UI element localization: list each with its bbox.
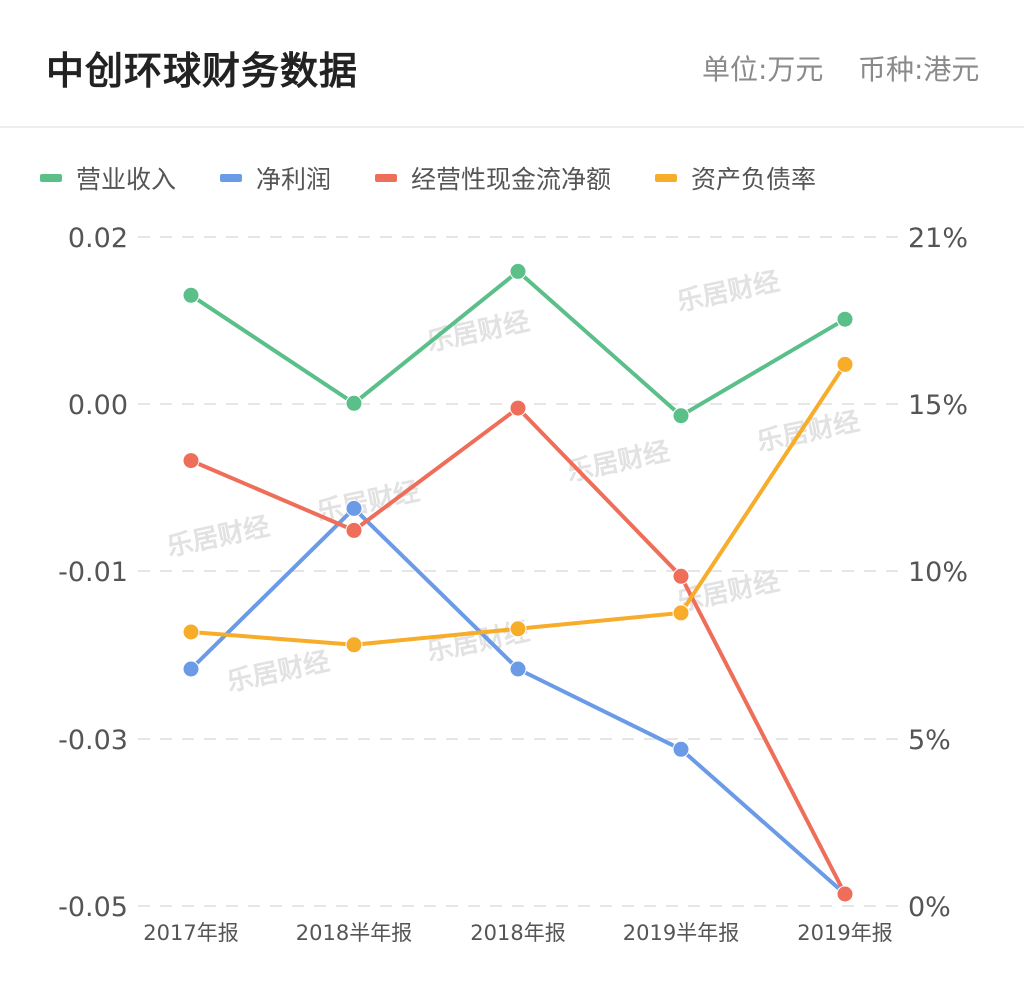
legend-label-net-profit: 净利润: [256, 165, 332, 194]
data-point: [509, 399, 527, 417]
data-point: [345, 636, 363, 654]
watermark-8: 乐居财经: [754, 406, 862, 458]
legend-swatch-net-profit: [220, 174, 243, 182]
legend-swatch-operating-cash-flow: [375, 174, 398, 182]
x-tick-label: 2019半年报: [623, 921, 739, 945]
data-point: [345, 394, 363, 412]
watermark-6: 乐居财经: [224, 646, 332, 698]
y-left-tick-label: -0.03: [58, 725, 128, 756]
data-point: [182, 660, 200, 678]
legend-item-net-profit[interactable]: 净利润: [220, 160, 331, 196]
y-left-tick-label: -0.01: [58, 557, 128, 588]
data-point: [182, 452, 200, 470]
watermark-4: 乐居财经: [164, 511, 272, 563]
data-point: [672, 407, 690, 425]
data-point: [182, 286, 200, 304]
series-0: [182, 262, 854, 425]
x-tick-label: 2018半年报: [296, 921, 412, 945]
x-tick-label: 2019年报: [797, 921, 892, 945]
y-right-tick-label: 10%: [908, 557, 968, 588]
series-2: [182, 399, 854, 903]
series-1: [182, 499, 854, 903]
x-tick-label: 2018年报: [470, 921, 565, 945]
legend-label-revenue: 营业收入: [76, 165, 177, 194]
legend-swatch-debt-ratio: [655, 174, 678, 182]
data-point: [345, 499, 363, 517]
y-left-tick-label: 0.02: [68, 223, 128, 254]
currency-label: 币种:港元: [858, 53, 980, 86]
y-right-tick-label: 15%: [908, 390, 968, 421]
y-left-tick-label: 0.00: [68, 390, 128, 421]
data-point: [182, 623, 200, 641]
data-point: [672, 740, 690, 758]
data-point: [672, 567, 690, 585]
series-line: [189, 406, 847, 896]
data-point: [836, 885, 854, 903]
legend-label-debt-ratio: 资产负债率: [691, 165, 817, 194]
legend-swatch-revenue: [40, 174, 62, 182]
chart-title: 中创环球财务数据: [46, 49, 359, 93]
y-right-tick-label: 21%: [908, 223, 968, 254]
legend-item-debt-ratio[interactable]: 资产负债率: [655, 160, 816, 196]
data-point: [509, 262, 527, 280]
y-left-tick-label: -0.05: [58, 892, 128, 923]
data-point: [509, 660, 527, 678]
data-point: [672, 604, 690, 622]
unit-label: 单位:万元: [702, 53, 824, 86]
watermark-2: 乐居财经: [674, 266, 782, 318]
chart-header: 中创环球财务数据 单位:万元 币种:港元: [0, 0, 1024, 128]
legend-label-operating-cash-flow: 经营性现金流净额: [411, 165, 612, 194]
data-point: [836, 355, 854, 373]
x-tick-label: 2017年报: [143, 921, 238, 945]
legend-item-revenue[interactable]: 营业收入: [40, 160, 176, 196]
series-3: [182, 355, 854, 654]
data-point: [836, 310, 854, 328]
y-right-tick-label: 0%: [908, 892, 951, 923]
watermark-1: 乐居财经: [564, 436, 672, 488]
legend-item-operating-cash-flow[interactable]: 经营性现金流净额: [375, 160, 611, 196]
chart-legend: 营业收入 净利润 经营性现金流净额 资产负债率: [40, 160, 860, 196]
data-point: [509, 620, 527, 638]
data-point: [345, 521, 363, 539]
y-right-tick-label: 5%: [908, 725, 951, 756]
